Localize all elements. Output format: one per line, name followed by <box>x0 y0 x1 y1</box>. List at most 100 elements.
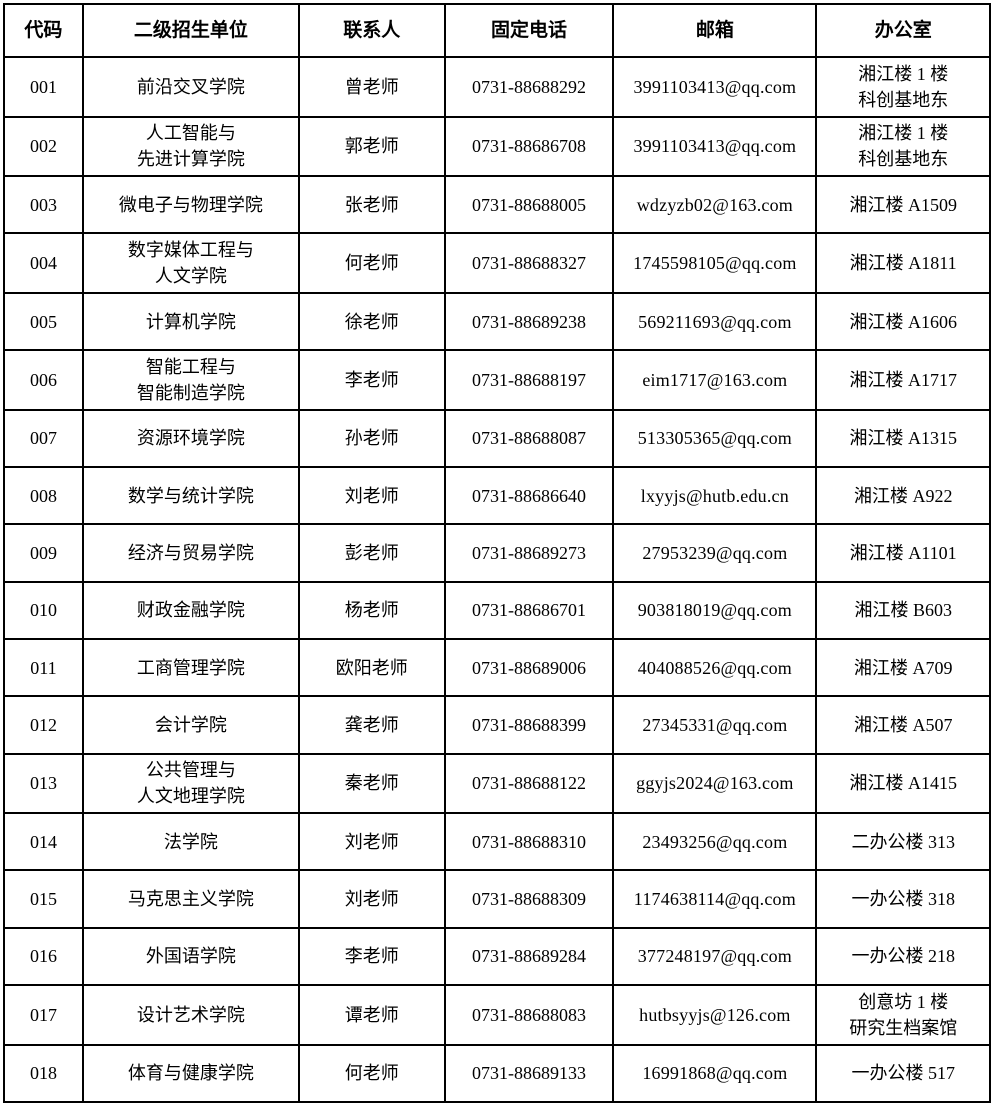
cell-code: 018 <box>3 1043 84 1104</box>
cell-email: 1174638114@qq.com <box>612 869 818 929</box>
header-unit: 二级招生单位 <box>81 3 300 58</box>
cell-phone: 0731-88686701 <box>443 580 615 640</box>
table-row: 014 法学院 刘老师 0731-88688310 23493256@qq.com 二办公… <box>3 812 991 872</box>
cell-unit: 马克思主义学院 <box>81 869 300 929</box>
table-row: 011 工商管理学院 欧阳老师 0731-88689006 404088526@qq.c… <box>3 637 991 698</box>
table-row: 012 会计学院 龚老师 0731-88688399 27345331@qq.com 湘江… <box>3 695 991 755</box>
cell-code: 011 <box>3 637 84 698</box>
cell-phone: 0731-88686640 <box>443 466 615 526</box>
contact-table: 代码 二级招生单位 联系人 固定电话 邮箱 办公室 001 前沿交叉学院 曾老师 07… <box>3 3 991 1104</box>
cell-unit: 人工智能与 先进计算学院 <box>81 115 300 178</box>
cell-office: 湘江楼 A1606 <box>815 291 991 352</box>
header-email: 邮箱 <box>612 3 818 58</box>
cell-contact: 刘老师 <box>297 869 446 929</box>
header-code: 代码 <box>3 3 84 58</box>
cell-email: 27953239@qq.com <box>612 523 818 583</box>
cell-contact: 龚老师 <box>297 695 446 755</box>
cell-email: 404088526@qq.com <box>612 637 818 698</box>
cell-email: ggyjs2024@163.com <box>612 752 818 815</box>
cell-unit: 前沿交叉学院 <box>81 56 300 118</box>
cell-contact: 刘老师 <box>297 812 446 872</box>
cell-unit: 计算机学院 <box>81 291 300 352</box>
cell-contact: 张老师 <box>297 175 446 235</box>
table-row: 016 外国语学院 李老师 0731-88689284 377248197@qq.com… <box>3 926 991 987</box>
cell-code: 004 <box>3 232 84 294</box>
table-row: 013 公共管理与 人文地理学院 秦老师 0731-88688122 ggyjs2024… <box>3 752 991 815</box>
cell-contact: 秦老师 <box>297 752 446 815</box>
cell-email: lxyyjs@hutb.edu.cn <box>612 466 818 526</box>
cell-phone: 0731-88689284 <box>443 926 615 987</box>
cell-office: 湘江楼 A1717 <box>815 349 991 411</box>
cell-email: 3991103413@qq.com <box>612 56 818 118</box>
cell-unit: 公共管理与 人文地理学院 <box>81 752 300 815</box>
cell-code: 003 <box>3 175 84 235</box>
cell-email: 23493256@qq.com <box>612 812 818 872</box>
cell-unit: 外国语学院 <box>81 926 300 987</box>
table-row: 002 人工智能与 先进计算学院 郭老师 0731-88686708 399110341… <box>3 115 991 178</box>
cell-contact: 彭老师 <box>297 523 446 583</box>
cell-contact: 徐老师 <box>297 291 446 352</box>
table-row: 018 体育与健康学院 何老师 0731-88689133 16991868@qq.co… <box>3 1043 991 1104</box>
cell-code: 007 <box>3 408 84 469</box>
cell-code: 014 <box>3 812 84 872</box>
cell-email: eim1717@163.com <box>612 349 818 411</box>
cell-email: 3991103413@qq.com <box>612 115 818 178</box>
cell-phone: 0731-88688087 <box>443 408 615 469</box>
table-row: 006 智能工程与 智能制造学院 李老师 0731-88688197 eim1717@1… <box>3 349 991 411</box>
cell-contact: 谭老师 <box>297 984 446 1046</box>
cell-contact: 刘老师 <box>297 466 446 526</box>
cell-email: 1745598105@qq.com <box>612 232 818 294</box>
table-row: 001 前沿交叉学院 曾老师 0731-88688292 3991103413@qq.c… <box>3 56 991 118</box>
cell-phone: 0731-88688399 <box>443 695 615 755</box>
table-row: 003 微电子与物理学院 张老师 0731-88688005 wdzyzb02@163.… <box>3 175 991 235</box>
table-row: 009 经济与贸易学院 彭老师 0731-88689273 27953239@qq.co… <box>3 523 991 583</box>
table-row: 005 计算机学院 徐老师 0731-88689238 569211693@qq.com… <box>3 291 991 352</box>
cell-contact: 曾老师 <box>297 56 446 118</box>
cell-code: 002 <box>3 115 84 178</box>
cell-contact: 杨老师 <box>297 580 446 640</box>
cell-unit: 微电子与物理学院 <box>81 175 300 235</box>
cell-contact: 孙老师 <box>297 408 446 469</box>
cell-phone: 0731-88689006 <box>443 637 615 698</box>
cell-contact: 何老师 <box>297 1043 446 1104</box>
table-row: 007 资源环境学院 孙老师 0731-88688087 513305365@qq.co… <box>3 408 991 469</box>
cell-code: 016 <box>3 926 84 987</box>
cell-unit: 体育与健康学院 <box>81 1043 300 1104</box>
cell-code: 005 <box>3 291 84 352</box>
cell-office: 一办公楼 318 <box>815 869 991 929</box>
cell-code: 013 <box>3 752 84 815</box>
cell-office: 湘江楼 A922 <box>815 466 991 526</box>
cell-code: 009 <box>3 523 84 583</box>
cell-office: 湘江楼 1 楼 科创基地东 <box>815 115 991 178</box>
cell-unit: 财政金融学院 <box>81 580 300 640</box>
cell-unit: 资源环境学院 <box>81 408 300 469</box>
cell-unit: 法学院 <box>81 812 300 872</box>
cell-unit: 数学与统计学院 <box>81 466 300 526</box>
cell-unit: 智能工程与 智能制造学院 <box>81 349 300 411</box>
cell-office: 湘江楼 A1811 <box>815 232 991 294</box>
cell-contact: 郭老师 <box>297 115 446 178</box>
cell-unit: 工商管理学院 <box>81 637 300 698</box>
cell-phone: 0731-88689238 <box>443 291 615 352</box>
cell-code: 001 <box>3 56 84 118</box>
table-row: 008 数学与统计学院 刘老师 0731-88686640 lxyyjs@hutb.ed… <box>3 466 991 526</box>
cell-email: 27345331@qq.com <box>612 695 818 755</box>
cell-unit: 经济与贸易学院 <box>81 523 300 583</box>
cell-email: 377248197@qq.com <box>612 926 818 987</box>
cell-office: 一办公楼 517 <box>815 1043 991 1104</box>
cell-phone: 0731-88688327 <box>443 232 615 294</box>
header-contact: 联系人 <box>297 3 446 58</box>
cell-contact: 李老师 <box>297 349 446 411</box>
cell-contact: 李老师 <box>297 926 446 987</box>
cell-office: 创意坊 1 楼 研究生档案馆 <box>815 984 991 1046</box>
cell-email: 16991868@qq.com <box>612 1043 818 1104</box>
cell-email: 903818019@qq.com <box>612 580 818 640</box>
cell-phone: 0731-88688292 <box>443 56 615 118</box>
cell-phone: 0731-88689133 <box>443 1043 615 1104</box>
table-row: 004 数字媒体工程与 人文学院 何老师 0731-88688327 174559810… <box>3 232 991 294</box>
table-row: 010 财政金融学院 杨老师 0731-88686701 903818019@qq.co… <box>3 580 991 640</box>
cell-office: 湘江楼 B603 <box>815 580 991 640</box>
cell-email: 513305365@qq.com <box>612 408 818 469</box>
cell-office: 湘江楼 A1415 <box>815 752 991 815</box>
cell-office: 二办公楼 313 <box>815 812 991 872</box>
